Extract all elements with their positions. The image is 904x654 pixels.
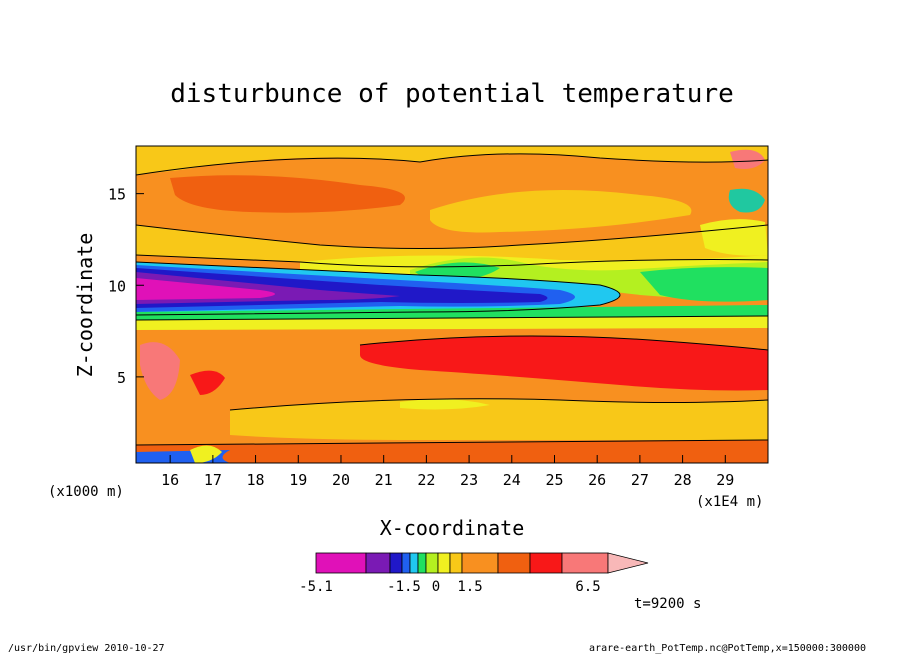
band-cyan-spot <box>728 188 765 213</box>
x-tick-label-22: 22 <box>417 471 435 489</box>
x-tick-label-23: 23 <box>460 471 478 489</box>
colorbar-segment-9 <box>461 552 499 574</box>
band-green-right <box>640 267 768 302</box>
colorbar-tick-1: -1.5 <box>387 579 421 595</box>
band-mid-yellow <box>136 225 768 267</box>
band-right-yellow <box>700 219 768 256</box>
colorbar-segment-6 <box>425 552 439 574</box>
x-unit-right: (x1E4 m) <box>696 494 763 510</box>
colorbar-arrow <box>607 552 649 574</box>
band-magenta <box>136 278 275 300</box>
colorbar-segment-10 <box>497 552 531 574</box>
plot-area <box>136 146 768 463</box>
band-surface-bottom <box>136 440 768 463</box>
y-tick-label-15: 15 <box>108 186 126 204</box>
band-pink-spot <box>730 149 765 169</box>
x-tick-label-21: 21 <box>375 471 393 489</box>
colorbar-tick-2: 0 <box>432 579 440 595</box>
band-surface-yellow-spot <box>190 445 222 463</box>
colorbar-segment-8 <box>449 552 463 574</box>
x-tick-label-18: 18 <box>247 471 265 489</box>
colorbar-segment-0 <box>315 552 367 574</box>
band-pink-left <box>140 342 180 400</box>
band-upper-right <box>430 190 692 233</box>
y-tick-label-10: 10 <box>108 277 126 295</box>
colorbar-tick-0: -5.1 <box>299 579 333 595</box>
x-tick-label-19: 19 <box>289 471 307 489</box>
colorbar-segment-12 <box>561 552 609 574</box>
colorbar <box>315 552 649 574</box>
band-surface-yellow <box>230 398 768 440</box>
x-tick-label-25: 25 <box>545 471 563 489</box>
time-label: t=9200 s <box>634 596 701 612</box>
chart-title: disturbunce of potential temperature <box>170 79 734 109</box>
band-upper-top <box>136 146 768 175</box>
x-tick-label-24: 24 <box>503 471 521 489</box>
y-axis-label: Z-coordinate <box>73 233 97 378</box>
colorbar-segment-11 <box>529 552 563 574</box>
x-axis: 16 17 18 19 20 21 22 23 24 25 26 27 28 29 <box>161 455 734 489</box>
band-upper-core <box>170 175 405 213</box>
band-red-left <box>190 370 225 395</box>
x-tick-label-29: 29 <box>716 471 734 489</box>
x-tick-label-16: 16 <box>161 471 179 489</box>
x-tick-label-26: 26 <box>588 471 606 489</box>
x-tick-label-28: 28 <box>674 471 692 489</box>
y-tick-label-5: 5 <box>117 369 126 387</box>
band-red-lower <box>360 336 768 391</box>
colorbar-tick-3: 1.5 <box>457 579 482 595</box>
x-tick-label-17: 17 <box>204 471 222 489</box>
colorbar-tick-4: 6.5 <box>575 579 600 595</box>
colorbar-segment-4 <box>409 552 419 574</box>
colorbar-segment-2 <box>389 552 403 574</box>
band-surface-spot <box>400 399 490 410</box>
x-tick-label-27: 27 <box>631 471 649 489</box>
x-unit-left: (x1000 m) <box>48 484 124 500</box>
plot-frame <box>135 145 769 464</box>
colorbar-segment-5 <box>417 552 427 574</box>
contour-lines <box>136 153 768 446</box>
x-axis-label: X-coordinate <box>380 516 525 540</box>
footer-left: /usr/bin/gpview 2010-10-27 <box>8 643 165 654</box>
y-axis: 5 10 15 <box>108 186 144 387</box>
colorbar-segment-7 <box>437 552 451 574</box>
x-tick-label-20: 20 <box>332 471 350 489</box>
colorbar-tick-labels: -5.1 -1.5 0 1.5 6.5 <box>299 579 601 595</box>
colorbar-segment-1 <box>365 552 391 574</box>
footer-right: arare-earth_PotTemp.nc@PotTemp,x=150000:… <box>589 643 866 654</box>
colorbar-segment-3 <box>401 552 411 574</box>
